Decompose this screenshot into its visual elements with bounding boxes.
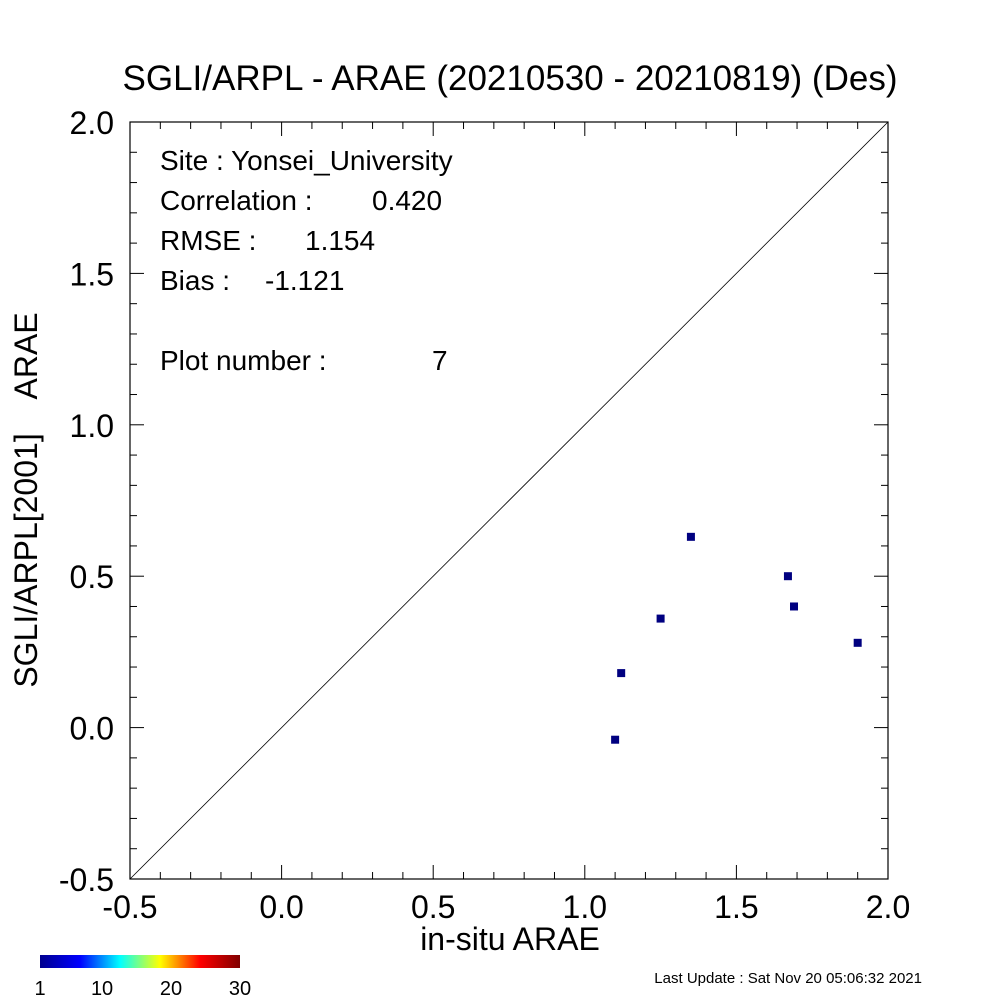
data-point: [853, 638, 862, 647]
x-tick-label: 2.0: [866, 889, 910, 925]
data-point: [790, 602, 799, 611]
colorbar-tick-label: 10: [91, 978, 113, 1000]
y-axis-label: SGLI/ARPL[2001] ARAE: [8, 312, 44, 687]
axis-ticks: [129, 121, 889, 880]
stat-label: Plot number :: [160, 345, 327, 376]
stat-label: Correlation :: [160, 185, 313, 216]
one-to-one-line: [129, 121, 889, 880]
stats-annotation: Site : Yonsei_University Correlation : 0.4…: [160, 145, 453, 376]
y-tick-label: 0.0: [70, 711, 114, 747]
colorbar: [40, 955, 240, 968]
y-tick-label: 1.0: [70, 408, 114, 444]
y-tick-label: -0.5: [59, 862, 114, 898]
last-update-text: Last Update : Sat Nov 20 05:06:32 2021: [654, 970, 922, 987]
stat-value: 0.420: [372, 185, 442, 216]
x-tick-label: 0.0: [259, 889, 303, 925]
stat-label: Site : Yonsei_University: [160, 145, 453, 176]
chart-title: SGLI/ARPL - ARAE (20210530 - 20210819) (…: [123, 59, 898, 98]
stat-value: -1.121: [265, 265, 344, 296]
y-tick-label: 2.0: [70, 105, 114, 141]
x-tick-labels: -0.5 0.0 0.5 1.0 1.5 2.0: [102, 889, 910, 925]
plot-frame: [129, 121, 889, 880]
data-point: [656, 614, 665, 623]
data-point: [783, 572, 792, 581]
stat-value: 1.154: [305, 225, 375, 256]
stat-value: 7: [432, 345, 448, 376]
stat-label: Bias :: [160, 265, 230, 296]
y-tick-label: 1.5: [70, 256, 114, 292]
data-point: [611, 735, 620, 744]
colorbar-tick-label: 1: [34, 978, 45, 1000]
y-tick-labels: -0.5 0.0 0.5 1.0 1.5 2.0: [59, 105, 114, 898]
colorbar-tick-label: 20: [160, 978, 182, 1000]
y-tick-label: 0.5: [70, 559, 114, 595]
x-tick-label: 1.5: [714, 889, 758, 925]
data-point: [686, 532, 695, 541]
x-tick-label: 0.5: [411, 889, 455, 925]
colorbar-tick-label: 30: [229, 978, 251, 1000]
stat-label: RMSE :: [160, 225, 256, 256]
colorbar-tick-labels: 1 10 20 30: [34, 978, 251, 1000]
x-tick-label: 1.0: [563, 889, 607, 925]
data-points: [611, 532, 862, 744]
data-point: [617, 669, 626, 678]
x-tick-label: -0.5: [102, 889, 157, 925]
x-axis-label: in-situ ARAE: [420, 921, 600, 957]
